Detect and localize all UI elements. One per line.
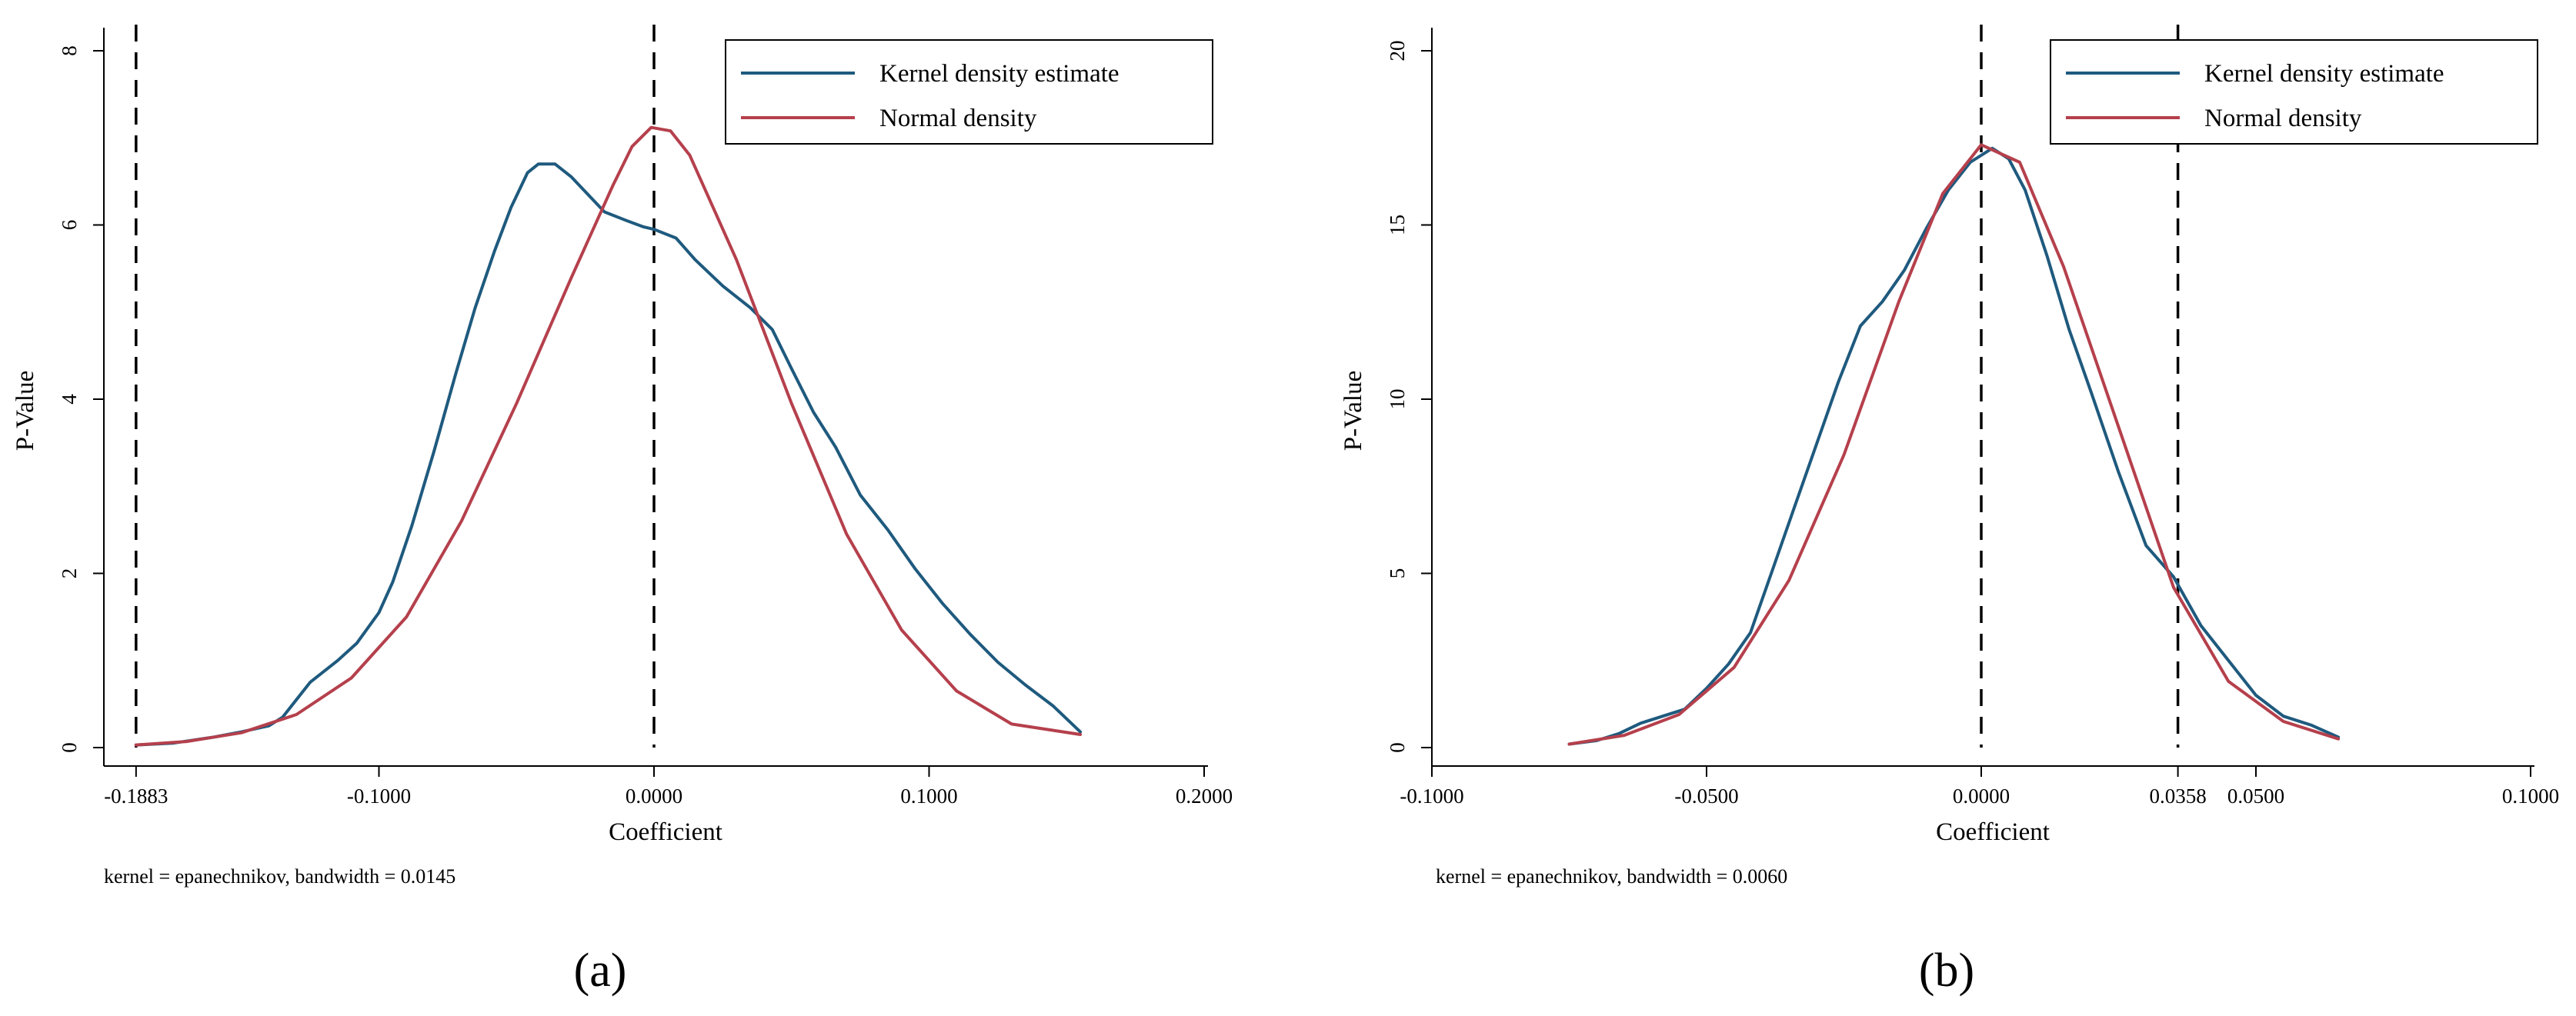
legend-label: Normal density	[879, 105, 1037, 132]
y-tick-label: 2	[58, 568, 81, 579]
legend-label: Kernel density estimate	[879, 60, 1119, 88]
x-axis-title: Coefficient	[1936, 818, 2050, 846]
y-tick-label: 0	[1386, 742, 1409, 753]
chart-panel-b: 0 5 10 15 20 -0.1000 -0.0500 0.0000 0.0358 0.0500…	[1340, 25, 2559, 997]
y-axis-title: P-Value	[12, 371, 39, 451]
legend-box	[725, 39, 1213, 145]
normal-density-line	[134, 125, 1083, 747]
y-tick-label: 5	[1386, 568, 1409, 579]
y-axis-title: P-Value	[1340, 371, 1367, 451]
x-tick-label: 0.0358	[2149, 784, 2206, 808]
kernel-density-line	[1567, 146, 2341, 746]
kernel-density-line	[134, 162, 1083, 747]
legend-label: Normal density	[2204, 105, 2362, 132]
x-axis-title: Coefficient	[609, 818, 722, 846]
kernel-note: kernel = epanechnikov, bandwidth = 0.014…	[104, 865, 455, 888]
x-tick-label: -0.1000	[347, 784, 411, 808]
y-tick-label: 10	[1386, 389, 1409, 410]
x-tick-label: -0.1000	[1400, 784, 1463, 808]
y-tick-label: 15	[1386, 215, 1409, 235]
x-tick-label: 0.2000	[1176, 784, 1233, 808]
x-tick-label: 0.0000	[1953, 784, 2010, 808]
legend-label: Kernel density estimate	[2204, 60, 2444, 88]
y-tick-label: 0	[58, 742, 81, 753]
kernel-note: kernel = epanechnikov, bandwidth = 0.006…	[1436, 865, 1787, 888]
x-tick-label: -0.0500	[1674, 784, 1738, 808]
chart-panel-a: 0 2 4 6 8 -0.1883 -0.1000 0.0000 0.1000 0.2000 Coe…	[12, 25, 1233, 997]
y-tick-label: 4	[58, 394, 81, 405]
y-tick-label: 20	[1386, 41, 1409, 62]
x-tick-label: 0.0500	[2227, 784, 2284, 808]
x-tick-label: -0.1883	[104, 784, 168, 808]
y-tick-label: 6	[58, 220, 81, 231]
x-tick-label: 0.0000	[626, 784, 682, 808]
x-tick-label: 0.1000	[900, 784, 957, 808]
legend-box	[2050, 39, 2538, 145]
normal-density-line	[1567, 143, 2341, 746]
y-tick-label: 8	[58, 45, 81, 56]
panel-caption: (a)	[574, 944, 627, 997]
x-tick-label: 0.1000	[2502, 784, 2559, 808]
panel-caption: (b)	[1919, 944, 1974, 997]
